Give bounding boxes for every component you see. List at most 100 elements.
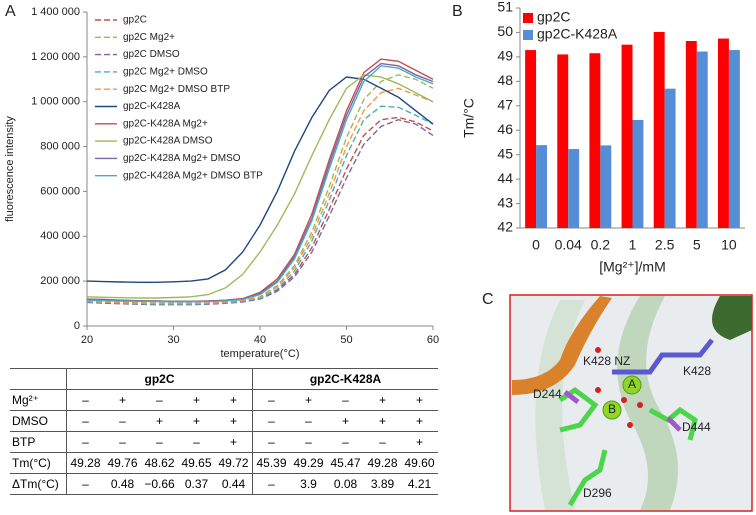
metal-ion <box>602 400 622 420</box>
table-cell: 45.47 <box>327 452 364 474</box>
y-tick-label: 49 <box>497 48 513 64</box>
legend-swatch <box>523 30 533 40</box>
y-axis-label: fluorescence intensity <box>4 116 16 222</box>
table-cell: + <box>215 389 253 411</box>
x-tick-label: 0 <box>532 237 540 253</box>
stick <box>648 406 698 441</box>
bar <box>653 31 665 229</box>
table-cell: – <box>141 431 178 453</box>
bar <box>525 50 537 228</box>
table-cell: – <box>252 431 290 453</box>
table-cell: – <box>178 431 215 453</box>
table-cell: 49.72 <box>215 452 253 474</box>
table-cell: gp2C <box>66 368 253 390</box>
table-cell: + <box>290 389 327 411</box>
y-tick-label: 1 000 000 <box>31 96 80 108</box>
y-tick-label: 43 <box>497 194 513 210</box>
structure-label: B <box>608 402 616 416</box>
table-cell: −0.66 <box>141 473 178 495</box>
table-cell: ΔTm(°C) <box>10 473 67 495</box>
panel-label: C <box>482 291 494 308</box>
table-cell: – <box>141 389 178 411</box>
bar <box>696 51 708 229</box>
stick <box>612 338 714 375</box>
x-axis-label: [Mg²⁺]/mM <box>599 259 666 275</box>
y-tick-label: 46 <box>497 121 513 137</box>
table-row: Tm(°C) 49.28 49.76 48.62 49.65 49.72 45.39 49.2… <box>10 452 438 474</box>
bar <box>536 145 547 228</box>
water <box>595 347 601 353</box>
table-cell: 4.21 <box>401 473 438 495</box>
table-cell: 0.08 <box>327 473 364 495</box>
bar <box>664 88 676 229</box>
y-tick-label: 400 000 <box>40 230 80 242</box>
series-line <box>86 87 434 305</box>
helix <box>617 296 678 510</box>
table-row: ΔTm(°C) –0.48 −0.66 0.37 0.44–3.9 0.08 3.89 4.2… <box>10 473 438 495</box>
table-cell: + <box>178 389 215 411</box>
x-tick-label: 50 <box>340 334 352 346</box>
series-line <box>86 118 434 306</box>
table-cell: + <box>327 410 364 432</box>
series-line <box>86 62 434 302</box>
table-cell: + <box>364 389 401 411</box>
legend-swatch <box>523 13 533 23</box>
series-line <box>86 65 434 303</box>
bar <box>718 38 729 228</box>
table-cell: – <box>290 410 327 432</box>
table-cell: – <box>66 473 104 495</box>
table-cell <box>10 368 67 390</box>
panel-label: B <box>452 3 463 20</box>
y-tick-label: 600 000 <box>40 185 80 197</box>
table-cell: + <box>215 431 253 453</box>
table-cell: 49.65 <box>178 452 215 474</box>
table-cell: – <box>104 431 141 453</box>
ribbon <box>712 296 752 340</box>
x-tick-label: 40 <box>254 334 266 346</box>
x-tick-label: 10 <box>721 237 737 253</box>
structure-label: K428 NZ <box>583 354 630 368</box>
legend-label: gp2C-K428A Mg2+ DMSO <box>123 153 241 164</box>
table-cell: + <box>401 389 438 411</box>
water <box>627 422 633 428</box>
stick <box>666 416 682 432</box>
legend-label: gp2C <box>537 9 570 25</box>
y-tick-label: 47 <box>497 96 513 112</box>
bar <box>600 145 612 228</box>
table-cell: – <box>104 410 141 432</box>
table-cell: + <box>364 410 401 432</box>
table-cell: 0.37 <box>178 473 215 495</box>
legend-label: gp2C-K428A <box>537 26 618 42</box>
legend-label: gp2C-K428A <box>123 101 181 112</box>
stick <box>563 390 580 404</box>
x-tick-label: 30 <box>167 334 179 346</box>
structure-label: A <box>628 377 636 391</box>
legend-label: gp2C Mg2+ DMSO BTP <box>123 84 230 95</box>
x-tick-label: 60 <box>427 334 439 346</box>
legend-label: gp2C DMSO <box>123 49 180 60</box>
table-cell: DMSO <box>10 410 67 432</box>
x-tick-label: 0.04 <box>555 237 582 253</box>
water <box>595 387 601 393</box>
helix <box>535 300 585 510</box>
table-cell: + <box>178 410 215 432</box>
legend-label: gp2C-K428A Mg2+ DMSO BTP <box>123 170 263 181</box>
y-tick-label: 200 000 <box>40 275 80 287</box>
table-cell: Mg²⁺ <box>10 389 67 411</box>
panel-label: A <box>5 3 16 20</box>
table-cell: 49.29 <box>290 452 327 474</box>
y-tick-label: 45 <box>497 145 513 161</box>
table-cell: – <box>252 473 290 495</box>
water <box>621 397 627 403</box>
legend-label: gp2C Mg2+ <box>123 32 175 43</box>
legend-label: gp2C Mg2+ DMSO <box>123 67 208 78</box>
x-tick-label: 0.2 <box>591 237 611 253</box>
x-tick-label: 5 <box>693 237 701 253</box>
table-cell: – <box>290 431 327 453</box>
table-cell: 45.39 <box>252 452 290 474</box>
water <box>637 402 643 408</box>
legend-label: gp2C-K428A Mg2+ <box>123 118 208 129</box>
table-row: DMSO – – + + + – – + + + <box>10 410 438 432</box>
table-cell: gp2C-K428A <box>252 368 438 390</box>
